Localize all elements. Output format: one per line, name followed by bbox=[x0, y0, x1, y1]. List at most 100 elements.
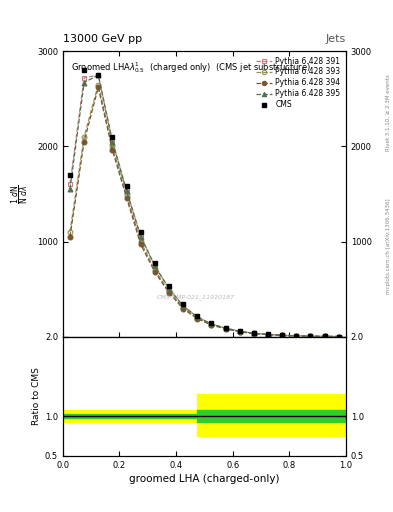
Pythia 6.428 393 bbox=[181, 305, 185, 311]
CMS bbox=[308, 333, 313, 339]
CMS bbox=[237, 328, 242, 334]
Pythia 6.428 394 bbox=[68, 233, 72, 240]
Pythia 6.428 394 bbox=[82, 139, 86, 145]
Pythia 6.428 395 bbox=[209, 321, 214, 327]
Line: Pythia 6.428 393: Pythia 6.428 393 bbox=[68, 82, 341, 339]
CMS bbox=[181, 301, 185, 307]
Pythia 6.428 394 bbox=[152, 269, 157, 275]
Pythia 6.428 394 bbox=[266, 332, 270, 338]
Pythia 6.428 393 bbox=[96, 81, 101, 88]
Pythia 6.428 393 bbox=[82, 134, 86, 140]
Pythia 6.428 394 bbox=[124, 195, 129, 201]
Line: Pythia 6.428 394: Pythia 6.428 394 bbox=[68, 85, 341, 339]
Pythia 6.428 394 bbox=[308, 333, 313, 339]
Pythia 6.428 393 bbox=[294, 333, 299, 339]
Pythia 6.428 391 bbox=[266, 331, 270, 337]
Y-axis label: $\frac{1}{\mathrm{N}}\frac{d\mathrm{N}}{d\lambda}$: $\frac{1}{\mathrm{N}}\frac{d\mathrm{N}}{… bbox=[10, 184, 31, 204]
Pythia 6.428 394 bbox=[237, 329, 242, 335]
Pythia 6.428 394 bbox=[167, 290, 171, 296]
Pythia 6.428 395 bbox=[138, 233, 143, 240]
Pythia 6.428 394 bbox=[209, 322, 214, 328]
Pythia 6.428 393 bbox=[237, 329, 242, 335]
Pythia 6.428 394 bbox=[110, 147, 115, 153]
Pythia 6.428 393 bbox=[322, 333, 327, 339]
Pythia 6.428 393 bbox=[209, 322, 214, 328]
Pythia 6.428 393 bbox=[336, 333, 341, 339]
Line: CMS: CMS bbox=[68, 68, 341, 339]
CMS bbox=[252, 330, 256, 336]
Text: Jets: Jets bbox=[325, 33, 346, 44]
X-axis label: groomed LHA (charged-only): groomed LHA (charged-only) bbox=[129, 474, 279, 484]
Pythia 6.428 394 bbox=[322, 333, 327, 339]
Pythia 6.428 391 bbox=[68, 181, 72, 187]
Pythia 6.428 395 bbox=[167, 286, 171, 292]
Legend: Pythia 6.428 391, Pythia 6.428 393, Pythia 6.428 394, Pythia 6.428 395, CMS: Pythia 6.428 391, Pythia 6.428 393, Pyth… bbox=[254, 55, 342, 111]
Pythia 6.428 391 bbox=[181, 303, 185, 309]
Pythia 6.428 394 bbox=[223, 326, 228, 332]
CMS bbox=[167, 283, 171, 289]
Pythia 6.428 393 bbox=[124, 192, 129, 198]
Pythia 6.428 395 bbox=[223, 325, 228, 331]
CMS bbox=[82, 67, 86, 73]
CMS bbox=[68, 172, 72, 178]
Pythia 6.428 395 bbox=[237, 328, 242, 334]
Pythia 6.428 393 bbox=[138, 239, 143, 245]
Pythia 6.428 393 bbox=[280, 332, 285, 338]
Pythia 6.428 394 bbox=[336, 333, 341, 339]
Pythia 6.428 393 bbox=[223, 326, 228, 332]
Pythia 6.428 393 bbox=[308, 333, 313, 339]
Pythia 6.428 395 bbox=[195, 314, 200, 320]
CMS bbox=[110, 134, 115, 140]
Pythia 6.428 395 bbox=[152, 263, 157, 269]
Pythia 6.428 391 bbox=[82, 75, 86, 81]
CMS bbox=[152, 261, 157, 267]
Pythia 6.428 395 bbox=[252, 330, 256, 336]
Pythia 6.428 391 bbox=[138, 233, 143, 239]
Text: 13000 GeV pp: 13000 GeV pp bbox=[63, 33, 142, 44]
Text: Groomed LHA$\lambda^{1}_{0.5}$  (charged only)  (CMS jet substructure): Groomed LHA$\lambda^{1}_{0.5}$ (charged … bbox=[72, 60, 311, 75]
Pythia 6.428 393 bbox=[152, 267, 157, 273]
Pythia 6.428 391 bbox=[336, 333, 341, 339]
Y-axis label: Ratio to CMS: Ratio to CMS bbox=[32, 367, 41, 425]
Pythia 6.428 394 bbox=[195, 315, 200, 322]
CMS bbox=[266, 331, 270, 337]
Pythia 6.428 395 bbox=[68, 186, 72, 193]
Pythia 6.428 394 bbox=[138, 241, 143, 247]
Pythia 6.428 391 bbox=[223, 325, 228, 331]
Pythia 6.428 394 bbox=[280, 332, 285, 338]
CMS bbox=[195, 313, 200, 319]
Line: Pythia 6.428 395: Pythia 6.428 395 bbox=[68, 73, 341, 339]
CMS bbox=[280, 332, 285, 338]
Pythia 6.428 391 bbox=[294, 333, 299, 339]
Pythia 6.428 393 bbox=[110, 143, 115, 150]
Pythia 6.428 391 bbox=[195, 314, 200, 320]
Pythia 6.428 394 bbox=[294, 333, 299, 339]
Pythia 6.428 391 bbox=[152, 263, 157, 269]
Pythia 6.428 395 bbox=[181, 303, 185, 309]
Pythia 6.428 394 bbox=[96, 84, 101, 91]
CMS bbox=[96, 72, 101, 78]
Pythia 6.428 391 bbox=[237, 328, 242, 334]
Pythia 6.428 395 bbox=[280, 332, 285, 338]
Pythia 6.428 391 bbox=[124, 187, 129, 193]
Pythia 6.428 395 bbox=[336, 333, 341, 339]
Pythia 6.428 393 bbox=[195, 315, 200, 321]
Pythia 6.428 395 bbox=[82, 79, 86, 86]
Pythia 6.428 394 bbox=[181, 306, 185, 312]
Pythia 6.428 395 bbox=[266, 331, 270, 337]
Pythia 6.428 395 bbox=[294, 333, 299, 339]
Pythia 6.428 391 bbox=[308, 333, 313, 339]
CMS bbox=[336, 333, 341, 339]
Pythia 6.428 391 bbox=[280, 332, 285, 338]
Pythia 6.428 391 bbox=[110, 138, 115, 144]
Text: mcplots.cern.ch [arXiv:1306.3436]: mcplots.cern.ch [arXiv:1306.3436] bbox=[386, 198, 391, 293]
Pythia 6.428 393 bbox=[167, 288, 171, 294]
Pythia 6.428 395 bbox=[110, 139, 115, 145]
CMS bbox=[138, 229, 143, 235]
Pythia 6.428 393 bbox=[68, 229, 72, 235]
Pythia 6.428 395 bbox=[124, 188, 129, 194]
Pythia 6.428 395 bbox=[96, 72, 101, 78]
Line: Pythia 6.428 391: Pythia 6.428 391 bbox=[68, 73, 341, 339]
Pythia 6.428 394 bbox=[252, 331, 256, 337]
Pythia 6.428 391 bbox=[167, 285, 171, 291]
